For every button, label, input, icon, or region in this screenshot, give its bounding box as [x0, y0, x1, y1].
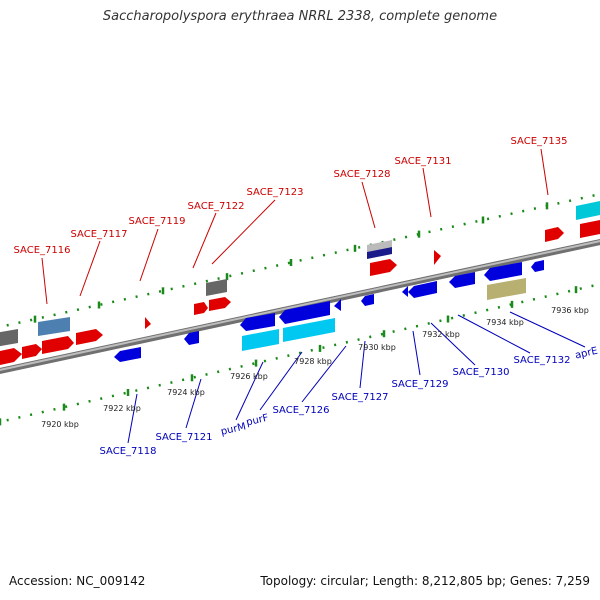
tick-track-upper [0, 192, 600, 329]
map-title: Saccharopolyspora erythraea NRRL 2338, c… [102, 9, 498, 24]
gene-label-sace-7117[interactable]: SACE_7117 [71, 229, 128, 240]
gene-arrow[interactable] [545, 227, 564, 242]
gene-arrow[interactable] [370, 259, 397, 276]
gene-box[interactable] [38, 317, 70, 336]
gene-arrow[interactable] [0, 348, 22, 366]
gene-label-sace-7135[interactable]: SACE_7135 [511, 136, 568, 147]
gene-arrow[interactable] [449, 272, 475, 288]
reverse-gene-labels: SACE_7118 SACE_7121 purM purF SACE_7126 … [100, 346, 599, 457]
gene-arrow[interactable] [334, 299, 341, 311]
gene-arrow[interactable] [434, 250, 441, 265]
major-ticks [0, 202, 578, 426]
gene-box[interactable] [367, 240, 392, 252]
gene-arrow[interactable] [240, 313, 275, 331]
kbp-label: 7922 kbp [103, 404, 141, 413]
gene-arrow[interactable] [184, 331, 199, 345]
gene-label-purm[interactable]: purM [220, 421, 247, 437]
gene-arrow[interactable] [484, 262, 522, 281]
gene-label-sace-7123[interactable]: SACE_7123 [247, 187, 304, 198]
gene-arrow[interactable] [145, 317, 151, 329]
gene-label-sace-7130[interactable]: SACE_7130 [453, 367, 510, 378]
gene-box[interactable] [576, 200, 600, 220]
kbp-label: 7920 kbp [41, 420, 79, 429]
gene-label-sace-7132[interactable]: SACE_7132 [514, 355, 571, 366]
leader-lines-forward [41, 148, 549, 305]
gene-label-sace-7116[interactable]: SACE_7116 [14, 245, 71, 256]
gene-box[interactable] [0, 329, 18, 347]
gene-label-sace-7129[interactable]: SACE_7129 [392, 379, 449, 390]
gene-arrow[interactable] [531, 260, 544, 272]
kbp-label: 7932 kbp [422, 330, 460, 339]
gene-box[interactable] [367, 247, 392, 259]
forward-genes [0, 200, 600, 366]
gene-label-apre[interactable]: aprE [574, 346, 599, 362]
gene-box[interactable] [242, 329, 279, 351]
gene-label-sace-7128[interactable]: SACE_7128 [334, 169, 391, 180]
kbp-label: 7936 kbp [551, 306, 589, 315]
kbp-label: 7930 kbp [358, 343, 396, 352]
gene-arrow[interactable] [194, 302, 208, 315]
gene-arrow[interactable] [402, 286, 408, 297]
gene-label-purf[interactable]: purF [245, 413, 270, 429]
gene-arrow[interactable] [580, 219, 600, 238]
gene-label-sace-7122[interactable]: SACE_7122 [188, 201, 245, 212]
gene-arrow[interactable] [408, 281, 437, 298]
forward-gene-labels: SACE_7116 SACE_7117 SACE_7119 SACE_7122 … [14, 136, 568, 256]
kbp-label: 7926 kbp [230, 372, 268, 381]
kbp-label: 7928 kbp [294, 357, 332, 366]
gene-box[interactable] [487, 278, 526, 300]
gene-arrow[interactable] [42, 336, 74, 354]
gene-label-sace-7127[interactable]: SACE_7127 [332, 392, 389, 403]
gene-arrow[interactable] [209, 297, 231, 311]
gene-label-sace-7126[interactable]: SACE_7126 [273, 405, 330, 416]
backbone [0, 239, 600, 374]
kbp-labels: 7920 kbp 7922 kbp 7924 kbp 7926 kbp 7928… [41, 306, 589, 429]
reverse-genes [114, 260, 544, 362]
gene-label-sace-7121[interactable]: SACE_7121 [156, 432, 213, 443]
gene-label-sace-7118[interactable]: SACE_7118 [100, 446, 157, 457]
gene-box[interactable] [283, 318, 335, 342]
gene-arrow[interactable] [76, 329, 103, 345]
gene-arrow[interactable] [22, 344, 42, 359]
kbp-label: 7934 kbp [486, 318, 524, 327]
tick-track-lower [0, 282, 600, 424]
gene-label-sace-7119[interactable]: SACE_7119 [129, 216, 186, 227]
accession-text: Accession: NC_009142 [9, 574, 146, 588]
gene-arrow[interactable] [279, 301, 330, 324]
kbp-label: 7924 kbp [167, 388, 205, 397]
leader-lines-reverse [127, 311, 586, 444]
gene-box[interactable] [206, 279, 227, 296]
gene-arrow[interactable] [114, 347, 141, 362]
genome-summary-text: Topology: circular; Length: 8,212,805 bp… [260, 574, 590, 588]
gene-label-sace-7131[interactable]: SACE_7131 [395, 156, 452, 167]
gene-arrow[interactable] [361, 294, 374, 306]
